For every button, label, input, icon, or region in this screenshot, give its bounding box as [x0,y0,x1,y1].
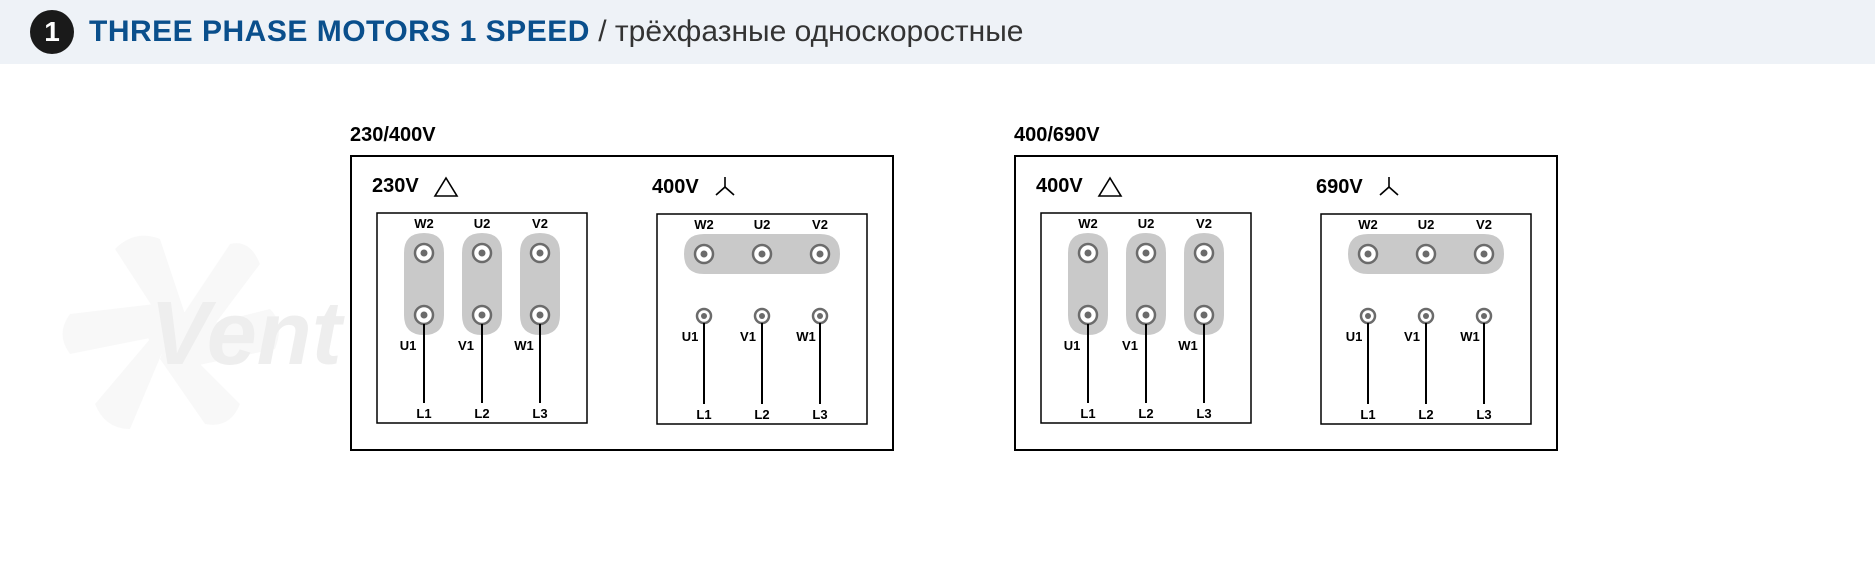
wiring-config: 690V [1316,175,1536,449]
header-bar: 1 THREE PHASE MOTORS 1 SPEED / трёхфазны… [0,0,1875,64]
config-voltage: 400V [652,176,699,199]
line-label: L1 [696,407,711,422]
terminal-label: V2 [532,216,548,231]
group-label: 230/400V [350,124,894,147]
terminal-label: V1 [458,338,474,353]
wiring-config: 400V [1036,175,1256,449]
config-voltage: 230V [372,175,419,198]
line-label: L1 [1080,406,1095,421]
terminal-label: W2 [1358,217,1378,232]
star-icon [713,175,737,199]
terminal-label: U1 [400,338,417,353]
star-wiring-diagram: W2 U2 V2 U1 V1 W1 L1 L2 L3 [1316,209,1536,449]
terminal-label: U2 [1138,216,1155,231]
line-label: L3 [1476,407,1491,422]
delta-wiring-diagram: W2 U2 V2 U1 V1 W1 L1 L2 L3 [1036,208,1256,448]
diagram-area: Vent EL 230/400V 230V [0,64,1875,491]
terminal-label: V2 [1476,217,1492,232]
title-en: THREE PHASE MOTORS 1 SPEED [89,15,590,48]
star-icon [1377,175,1401,199]
star-wiring-diagram: W2 U2 V2 U1 V1 W1 L1 L2 L3 [652,209,872,449]
config-header: 400V [652,175,737,199]
config-voltage: 400V [1036,175,1083,198]
wiring-box: 230V [350,155,894,451]
section-number-badge: 1 [30,10,74,54]
terminal-label: W1 [1178,338,1198,353]
terminal-label: U2 [1418,217,1435,232]
wiring-group: 400/690V 400V [1014,124,1558,451]
line-label: L3 [812,407,827,422]
delta-wiring-diagram: W2 U2 V2 U1 V1 W1 L1 L2 L3 [372,208,592,448]
terminal-label: W1 [796,329,816,344]
line-label: L2 [754,407,769,422]
terminal-label: W1 [1460,329,1480,344]
wiring-group: 230/400V 230V [350,124,894,451]
terminal-label: W2 [1078,216,1098,231]
terminal-label: V1 [1404,329,1420,344]
terminal-label: V1 [740,329,756,344]
terminal-label: W1 [514,338,534,353]
group-label: 400/690V [1014,124,1558,147]
line-label: L1 [1360,407,1375,422]
line-label: L3 [532,406,547,421]
title-sep: / [590,15,615,48]
config-header: 690V [1316,175,1401,199]
terminal-label: W2 [694,217,714,232]
config-header: 230V [372,175,459,198]
delta-icon [433,176,459,198]
line-label: L2 [474,406,489,421]
line-label: L3 [1196,406,1211,421]
config-voltage: 690V [1316,176,1363,199]
line-label: L1 [416,406,431,421]
line-label: L2 [1138,406,1153,421]
wiring-config: 400V [652,175,872,449]
terminal-label: V2 [812,217,828,232]
terminal-label: U1 [682,329,699,344]
terminal-label: U1 [1346,329,1363,344]
line-label: L2 [1418,407,1433,422]
badge-text: 1 [44,16,60,48]
svg-text:Vent: Vent [150,284,346,384]
terminal-label: V1 [1122,338,1138,353]
terminal-label: W2 [414,216,434,231]
terminal-label: U1 [1064,338,1081,353]
terminal-label: U2 [474,216,491,231]
header-title: THREE PHASE MOTORS 1 SPEED / трёхфазные … [89,15,1023,49]
config-header: 400V [1036,175,1123,198]
terminal-label: U2 [754,217,771,232]
delta-icon [1097,176,1123,198]
wiring-box: 400V [1014,155,1558,451]
wiring-config: 230V [372,175,592,449]
terminal-label: V2 [1196,216,1212,231]
title-ru: трёхфазные односкоростные [615,15,1024,48]
